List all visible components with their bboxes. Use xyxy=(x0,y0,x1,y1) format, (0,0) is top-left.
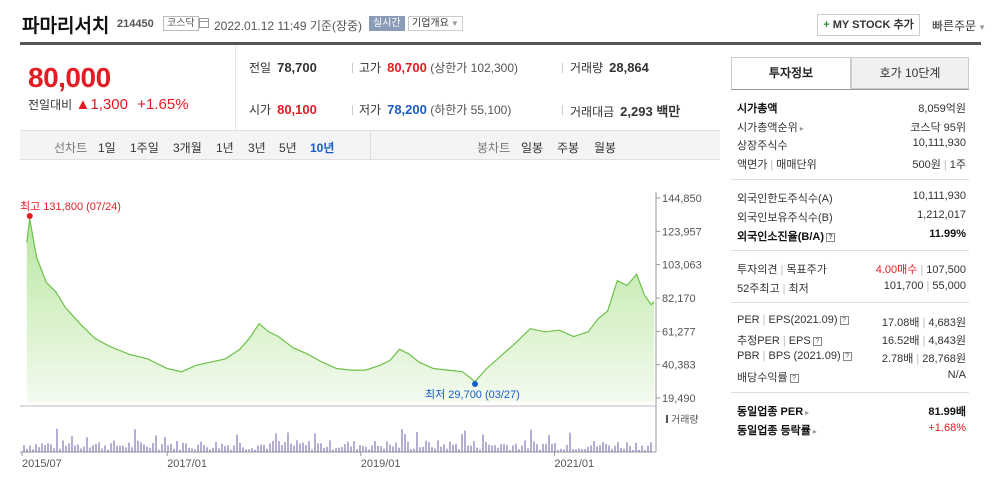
change-percent: +1.65% xyxy=(137,96,189,113)
pbr-row: PBR | BPS (2021.09)? 2.78배 | 28,768원 xyxy=(737,350,966,365)
y-tick-label: 144,850 xyxy=(662,193,702,205)
week52-row: 52주최고 | 최저 101,700 | 55,000 xyxy=(737,280,966,295)
price-chart-svg: 144,850 123,957 103,063 82,170 61,277 40,383 1… xyxy=(20,192,702,470)
my-stock-label: MY STOCK 추가 xyxy=(832,19,914,31)
x-tick-label: 2017/01 xyxy=(167,458,207,470)
high-price: 고가 80,700 (상한가 102,300) xyxy=(359,60,519,75)
est-per-row: 추정PER | EPS? 16.52배 | 4,843원 xyxy=(737,335,966,347)
plus-icon: + xyxy=(823,19,830,31)
market-cap-rank-row: 시가총액순위 ▸ 코스닥 95위 xyxy=(737,122,966,134)
candle-chart-label: 봉차트 xyxy=(477,141,511,155)
low-marker xyxy=(471,381,478,387)
change-label: 전일대비 xyxy=(28,98,73,112)
tab-1year[interactable]: 1년 xyxy=(216,141,234,155)
market-badge: 코스닥 xyxy=(163,16,199,31)
y-tick-label: 103,063 xyxy=(662,260,702,272)
chevron-down-icon: ▼ xyxy=(450,19,459,28)
low-price: 저가 78,200 (하한가 55,100) xyxy=(359,102,512,117)
foreign-limit-row: 외국인한도주식수(A) 10,111,930 xyxy=(737,190,966,205)
company-overview-dropdown[interactable]: 기업개요 ▼ xyxy=(408,16,463,31)
price-line xyxy=(26,218,655,383)
stock-name: 파마리서치 xyxy=(22,16,110,37)
change-value: 1,300 xyxy=(90,96,128,113)
page-scrollbar[interactable] xyxy=(981,45,1003,477)
dividend-row: 배당수익률? N/A xyxy=(737,369,966,384)
tab-5year[interactable]: 5년 xyxy=(279,141,297,155)
company-overview-label: 기업개요 xyxy=(412,18,449,29)
price-chart[interactable]: 144,850 123,957 103,063 82,170 61,277 40,383 1… xyxy=(20,162,720,477)
tab-weekly-candle[interactable]: 주봉 xyxy=(557,141,580,155)
foreign-rate-row: 외국인소진율(B/A)? 11.99% xyxy=(737,228,966,243)
opinion-row: 투자의견 | 목표주가 4.00매수 | 107,500 xyxy=(737,264,966,276)
current-price: 80,000 xyxy=(28,62,111,93)
price-box: 80,000 전일대비 ▲1,300 +1.65% xyxy=(20,45,235,130)
per-row: PER | EPS(2021.09)? 17.08배 | 4,683원 xyxy=(737,314,966,329)
chart-tabs: 선차트 1일 1주일 3개월 1년 3년 5년 10년 봉차트 일봉 주봉 월봉 xyxy=(20,130,720,160)
open-price: 시가 80,100 xyxy=(249,102,317,117)
my-stock-add-button[interactable]: + MY STOCK 추가 xyxy=(817,14,920,36)
calendar-icon xyxy=(199,18,209,28)
tab-10year[interactable]: 10년 xyxy=(310,141,335,155)
x-tick-label: 2019/01 xyxy=(361,458,401,470)
volume: 거래량 28,864 xyxy=(570,60,649,75)
volume-label: 거래량 xyxy=(671,414,699,426)
price-stats: 전일 78,700 고가 80,700 (상한가 102,300) 거래량 28,86… xyxy=(235,45,720,130)
stock-header: 파마리서치 214450 코스닥 2022.01.12 11:49 기준(장중)… xyxy=(0,0,1003,44)
quote-datetime: 2022.01.12 11:49 기준(장중) xyxy=(214,19,363,33)
quick-order-label: 빠른주문 xyxy=(932,19,977,33)
trade-amount: 거래대금 2,293 백만 xyxy=(570,104,681,119)
chevron-down-icon: ▼ xyxy=(978,23,987,32)
y-tick-label: 123,957 xyxy=(662,226,702,238)
x-tick-label: 2021/01 xyxy=(554,458,594,470)
tab-investment-info[interactable]: 투자정보 xyxy=(731,57,851,89)
up-arrow-icon: ▲ xyxy=(75,96,91,113)
industry-per-row: 동일업종 PER ▸ 81.99배 xyxy=(737,406,966,418)
listed-shares-row: 상장주식수 10,111,930 xyxy=(737,137,966,152)
tab-3month[interactable]: 3개월 xyxy=(173,141,202,155)
price-area xyxy=(26,218,655,402)
tab-monthly-candle[interactable]: 월봉 xyxy=(594,141,617,155)
prev-close: 전일 78,700 xyxy=(249,60,317,75)
x-tick-label: 2015/07 xyxy=(22,458,62,470)
industry-change-row: 동일업종 등락률 ▸ +1.68% xyxy=(737,422,966,437)
tab-daily-candle[interactable]: 일봉 xyxy=(521,141,544,155)
volume-legend-swatch xyxy=(666,415,668,423)
investment-info-panel: 투자정보 호가 10단계 시가총액 8,059억원 시가총액순위 ▸ 코스닥 95위 … xyxy=(731,57,981,477)
high-annotation: 최고 131,800 (07/24) xyxy=(20,200,121,213)
high-marker xyxy=(26,213,33,219)
market-cap-row: 시가총액 8,059억원 xyxy=(737,103,966,115)
header-divider xyxy=(20,42,981,45)
realtime-button[interactable]: 실시간 xyxy=(369,16,405,31)
tab-1week[interactable]: 1주일 xyxy=(130,141,159,155)
quick-order-button[interactable]: 빠른주문 ▼ xyxy=(932,17,986,34)
y-tick-label: 19,490 xyxy=(662,393,696,405)
tab-1day[interactable]: 1일 xyxy=(98,141,116,155)
tab-orderbook-10[interactable]: 호가 10단계 xyxy=(851,57,969,89)
tab-3year[interactable]: 3년 xyxy=(248,141,266,155)
stock-code: 214450 xyxy=(117,18,154,30)
line-chart-label: 선차트 xyxy=(54,141,88,155)
low-annotation: 최저 29,700 (03/27) xyxy=(425,388,520,401)
help-icon: ? xyxy=(826,232,835,242)
face-value-row: 액면가 | 매매단위 500원 | 1주 xyxy=(737,159,966,171)
price-change: 전일대비 ▲1,300 +1.65% xyxy=(28,96,189,113)
y-tick-label: 61,277 xyxy=(662,326,696,338)
y-tick-label: 82,170 xyxy=(662,293,696,305)
y-tick-label: 40,383 xyxy=(662,360,696,372)
foreign-hold-row: 외국인보유주식수(B) 1,212,017 xyxy=(737,209,966,224)
